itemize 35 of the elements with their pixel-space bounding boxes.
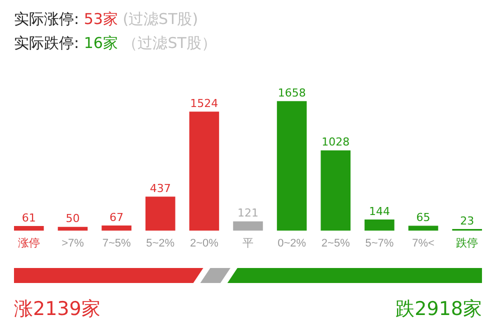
data-label: 437	[150, 182, 171, 195]
x-tick-label: 7~5%	[102, 237, 131, 250]
text: 实际跌停: 16家 （过滤ST股）	[14, 34, 216, 53]
text: 涨2139家	[14, 297, 100, 322]
data-label: 1028	[322, 136, 350, 149]
x-tick-label: 跌停	[456, 237, 478, 250]
data-label: 144	[368, 204, 390, 218]
x-tick-label: 7%<	[412, 237, 434, 250]
bar	[14, 226, 44, 231]
bar	[102, 226, 132, 231]
text: 实际涨停: 53家 (过滤ST股)	[14, 10, 198, 29]
data-label: 1658	[278, 86, 306, 100]
x-tick-label: 5~7%	[365, 237, 394, 250]
x-tick-label: 平	[242, 237, 254, 250]
x-tick-label: 0~2%	[278, 237, 306, 250]
bar	[233, 221, 263, 231]
bar	[364, 220, 394, 231]
bar	[408, 226, 438, 231]
data-label: 50	[66, 212, 80, 226]
data-label: 1524	[190, 96, 218, 110]
bar	[320, 150, 351, 231]
data-label: 65	[416, 211, 430, 224]
x-tick-label: 5~2%	[146, 237, 175, 250]
x-tick-label: >7%	[62, 237, 84, 250]
bar	[189, 112, 220, 231]
text: 跌2918家	[396, 297, 482, 322]
data-label: 67	[110, 210, 124, 224]
bar	[276, 101, 307, 231]
x-tick-label: 涨停	[18, 237, 40, 250]
x-tick-label: 2~5%	[321, 237, 350, 250]
data-label: 23	[460, 214, 474, 228]
bar	[145, 196, 176, 231]
x-tick-label: 2~0%	[190, 237, 219, 250]
data-label: 121	[238, 206, 258, 220]
data-label: 61	[22, 211, 36, 224]
